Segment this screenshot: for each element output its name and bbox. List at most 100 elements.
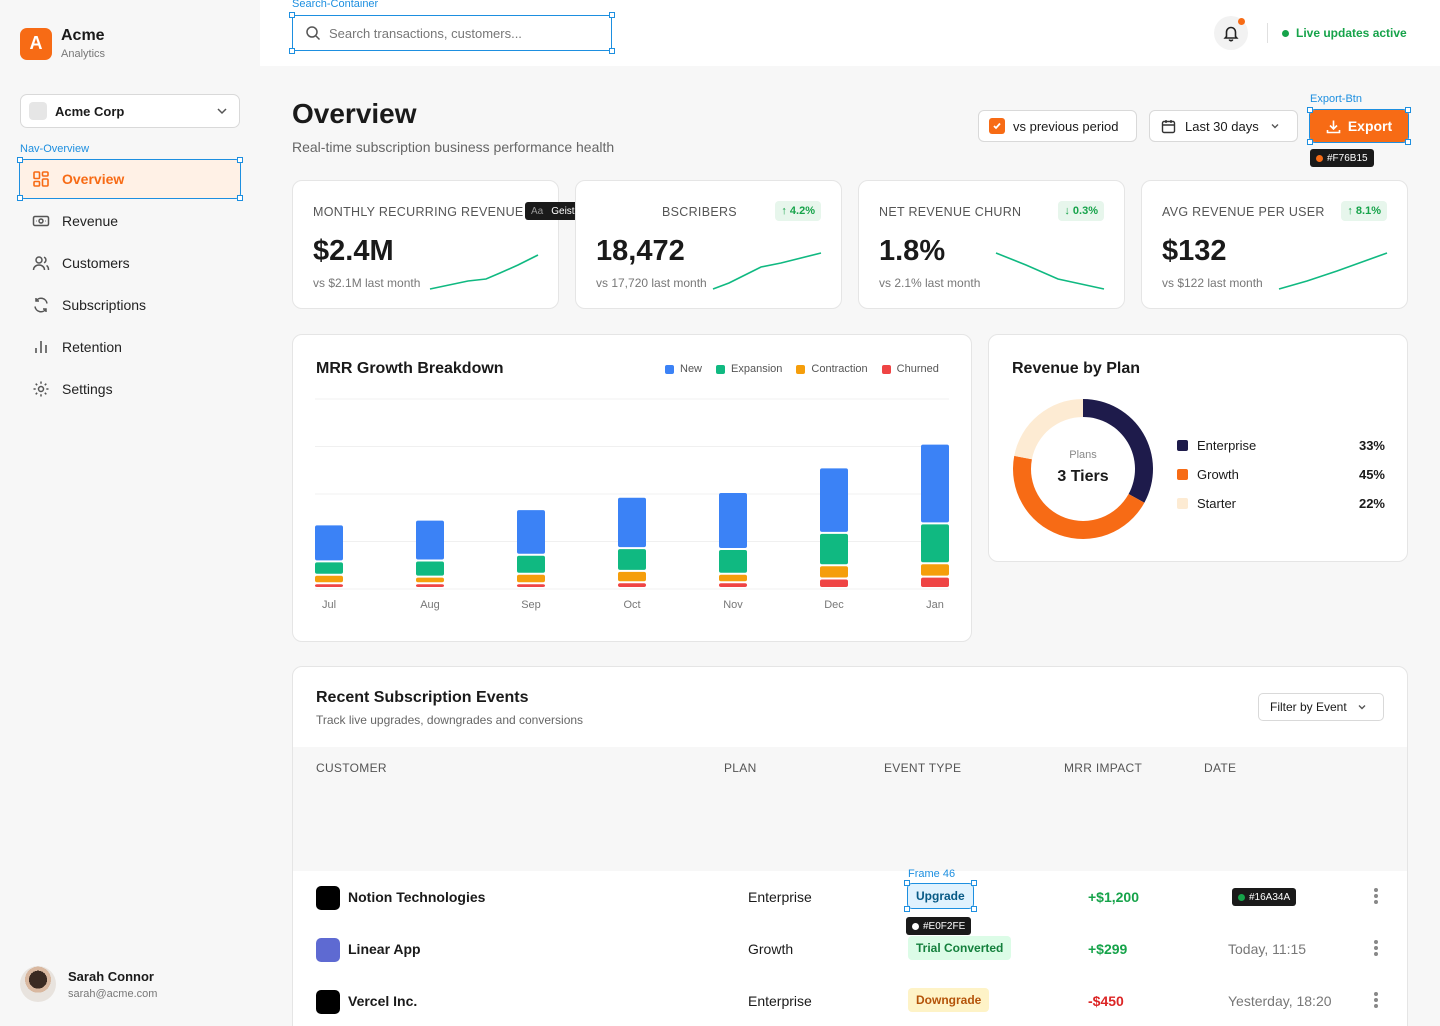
plan-pct: 22% <box>1358 496 1385 511</box>
column-header-date[interactable]: DATE <box>1204 761 1237 775</box>
color-chip-green: #16A34A <box>1232 888 1297 906</box>
selection-handle <box>289 48 295 54</box>
event-badge: Downgrade <box>908 988 990 1012</box>
column-header-customer[interactable]: CUSTOMER <box>316 761 387 775</box>
selection-handle <box>17 157 23 163</box>
filter-by-event-button[interactable]: Filter by Event <box>1258 693 1384 721</box>
bar-segment-contraction[interactable] <box>921 564 949 576</box>
bar-segment-expansion[interactable] <box>517 555 545 573</box>
date-range-select[interactable]: Last 30 days <box>1149 110 1298 142</box>
color-dot <box>1238 893 1245 901</box>
bar-segment-expansion[interactable] <box>618 549 646 570</box>
bar-segment-churned[interactable] <box>719 583 747 587</box>
plan-legend-item: Starter 22% <box>1177 489 1385 518</box>
more-options-icon[interactable] <box>1374 940 1378 958</box>
sidebar-item-customers[interactable]: Customers <box>20 244 240 282</box>
column-header-plan[interactable]: PLAN <box>724 761 757 775</box>
sidebar-item-label: Settings <box>62 381 113 397</box>
brand[interactable]: A Acme Analytics <box>20 27 105 60</box>
bar-segment-contraction[interactable] <box>315 575 343 583</box>
bar-segment-expansion[interactable] <box>315 562 343 574</box>
compare-toggle[interactable]: vs previous period <box>978 110 1137 142</box>
bar-segment-expansion[interactable] <box>921 524 949 563</box>
notifications-button[interactable] <box>1214 16 1248 50</box>
bar-segment-contraction[interactable] <box>820 566 848 578</box>
bar-segment-new[interactable] <box>719 493 747 549</box>
selection-handle <box>904 906 910 912</box>
kpi-card-subscribers[interactable]: BSCRIBERS ↑ 4.2% 18,472 vs 17,720 last m… <box>575 180 842 309</box>
brand-name: Acme <box>61 27 105 44</box>
mrr-chart-panel: MRR Growth Breakdown New Expansion Contrac… <box>292 334 972 642</box>
column-header-mrr-impact[interactable]: MRR IMPACT <box>1064 761 1143 775</box>
bar-segment-contraction[interactable] <box>517 574 545 583</box>
bar-segment-contraction[interactable] <box>416 577 444 583</box>
more-options-icon[interactable] <box>1374 888 1378 906</box>
bar-segment-new[interactable] <box>517 510 545 554</box>
selection-handle <box>971 880 977 886</box>
sparkline-down <box>995 252 1105 290</box>
revenue-donut-chart <box>1013 399 1153 539</box>
kpi-comparison: vs $2.1M last month <box>313 276 421 290</box>
column-header-event-type[interactable]: EVENT TYPE <box>884 761 962 775</box>
notification-dot <box>1238 18 1245 25</box>
kpi-card-mrr[interactable]: MONTHLY RECURRING REVENUE $2.4M vs $2.1M… <box>292 180 559 309</box>
sidebar-item-retention[interactable]: Retention <box>20 328 240 366</box>
bar-segment-contraction[interactable] <box>719 574 747 582</box>
sidebar-item-subscriptions[interactable]: Subscriptions <box>20 286 240 324</box>
avatar <box>20 966 56 1002</box>
chevron-down-icon <box>1358 705 1366 710</box>
bar-segment-expansion[interactable] <box>416 561 444 576</box>
donut-slice-enterprise[interactable] <box>1083 399 1153 503</box>
bar-segment-expansion[interactable] <box>719 550 747 573</box>
more-options-icon[interactable] <box>1374 992 1378 1010</box>
plan-name: Enterprise <box>1197 438 1257 453</box>
donut-slice-starter[interactable] <box>1014 399 1083 460</box>
x-tick-label: Dec <box>824 599 844 611</box>
bar-segment-expansion[interactable] <box>820 533 848 565</box>
sidebar-item-revenue[interactable]: Revenue <box>20 202 240 240</box>
table-row[interactable]: Vercel Inc. Enterprise Downgrade -$450 Y… <box>293 976 1407 1026</box>
brand-subtitle: Analytics <box>61 48 106 60</box>
bar-segment-new[interactable] <box>820 468 848 532</box>
bar-segment-churned[interactable] <box>820 579 848 588</box>
kpi-card-arpu[interactable]: AVG REVENUE PER USER ↑ 8.1% $132 vs $122… <box>1141 180 1408 309</box>
search-input[interactable]: Search transactions, customers... <box>292 15 612 51</box>
kpi-card-churn[interactable]: NET REVENUE CHURN ↓ 0.3% 1.8% vs 2.1% la… <box>858 180 1125 309</box>
panel-title: Revenue by Plan <box>1012 360 1141 377</box>
selection-handle <box>904 880 910 886</box>
bar-segment-new[interactable] <box>618 497 646 548</box>
bar-segment-churned[interactable] <box>618 583 646 587</box>
legend-item: Churned <box>881 363 939 375</box>
sidebar-item-label: Overview <box>62 171 125 187</box>
sidebar-item-overview[interactable]: Overview <box>19 159 241 199</box>
bar-segment-new[interactable] <box>921 444 949 523</box>
bar-segment-churned[interactable] <box>315 584 343 587</box>
selection-handle <box>1307 139 1313 145</box>
table-row[interactable]: Notion Technologies Enterprise Upgrade +… <box>293 872 1407 924</box>
bar-segment-churned[interactable] <box>416 584 444 587</box>
color-chip-export: #F76B15 <box>1310 149 1374 167</box>
donut-center-value: 3 Tiers <box>1057 468 1109 485</box>
bar-segment-churned[interactable] <box>517 584 545 587</box>
x-tick-label: Nov <box>723 599 743 611</box>
export-button[interactable]: Export <box>1309 109 1409 143</box>
sparkline-up <box>429 254 539 290</box>
sparkline-up <box>712 252 822 290</box>
customer-logo <box>316 938 340 962</box>
filter-label: Filter by Event <box>1270 700 1347 714</box>
bar-segment-new[interactable] <box>416 520 444 560</box>
user-profile[interactable]: Sarah Connor sarah@acme.com <box>20 966 157 1002</box>
kpi-label: MONTHLY RECURRING REVENUE <box>313 205 524 219</box>
donut-slice-growth[interactable] <box>1013 455 1145 539</box>
bar-segment-contraction[interactable] <box>618 571 646 582</box>
plan-name: Growth <box>1197 467 1239 482</box>
org-selector[interactable]: Acme Corp <box>20 94 240 128</box>
compare-label: vs previous period <box>1013 118 1119 134</box>
table-row[interactable]: Linear App Growth Trial Converted +$299 … <box>293 924 1407 976</box>
legend-swatch <box>881 364 891 374</box>
sidebar-item-settings[interactable]: Settings <box>20 370 240 408</box>
selection-handle <box>237 157 243 163</box>
kpi-value: 18,472 <box>596 235 685 267</box>
bar-segment-churned[interactable] <box>921 577 949 587</box>
bar-segment-new[interactable] <box>315 525 343 561</box>
